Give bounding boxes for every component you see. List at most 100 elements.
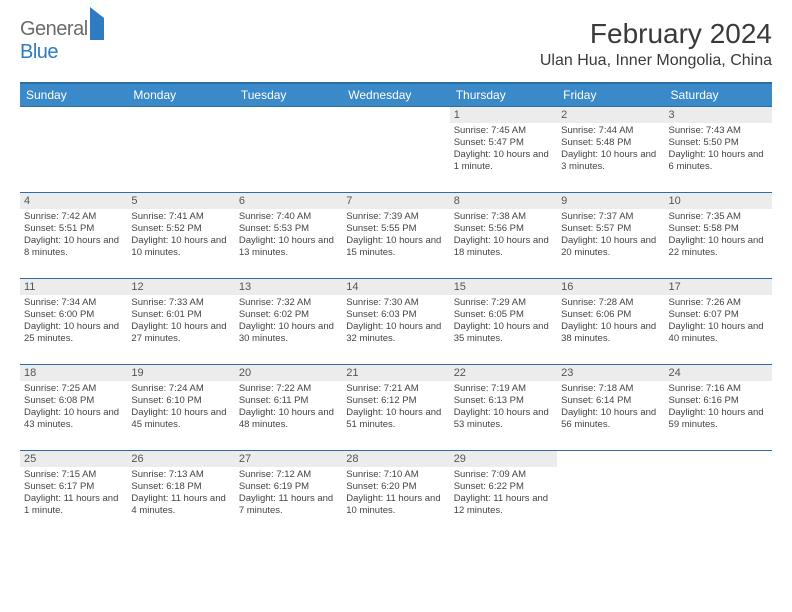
weekday-header: Wednesday <box>342 83 449 107</box>
daylight-text: Daylight: 10 hours and 18 minutes. <box>454 235 553 259</box>
sunset-text: Sunset: 6:05 PM <box>454 309 553 321</box>
day-number: 13 <box>235 279 342 295</box>
day-details: Sunrise: 7:26 AMSunset: 6:07 PMDaylight:… <box>665 295 772 349</box>
sunset-text: Sunset: 5:56 PM <box>454 223 553 235</box>
sunset-text: Sunset: 5:58 PM <box>669 223 768 235</box>
day-number: 15 <box>450 279 557 295</box>
sunrise-text: Sunrise: 7:39 AM <box>346 211 445 223</box>
sunrise-text: Sunrise: 7:16 AM <box>669 383 768 395</box>
sunset-text: Sunset: 6:13 PM <box>454 395 553 407</box>
day-number <box>665 451 772 467</box>
daylight-text: Daylight: 10 hours and 38 minutes. <box>561 321 660 345</box>
daylight-text: Daylight: 10 hours and 59 minutes. <box>669 407 768 431</box>
calendar-day-cell <box>235 107 342 193</box>
sunrise-text: Sunrise: 7:25 AM <box>24 383 123 395</box>
sunset-text: Sunset: 5:47 PM <box>454 137 553 149</box>
daylight-text: Daylight: 10 hours and 6 minutes. <box>669 149 768 173</box>
sunset-text: Sunset: 6:16 PM <box>669 395 768 407</box>
sunset-text: Sunset: 6:11 PM <box>239 395 338 407</box>
sunrise-text: Sunrise: 7:37 AM <box>561 211 660 223</box>
daylight-text: Daylight: 10 hours and 30 minutes. <box>239 321 338 345</box>
sunrise-text: Sunrise: 7:12 AM <box>239 469 338 481</box>
sunset-text: Sunset: 5:48 PM <box>561 137 660 149</box>
day-number: 10 <box>665 193 772 209</box>
day-number: 5 <box>127 193 234 209</box>
calendar-week-row: 25Sunrise: 7:15 AMSunset: 6:17 PMDayligh… <box>20 451 772 537</box>
calendar-day-cell <box>557 451 664 537</box>
calendar-day-cell: 11Sunrise: 7:34 AMSunset: 6:00 PMDayligh… <box>20 279 127 365</box>
calendar-day-cell: 9Sunrise: 7:37 AMSunset: 5:57 PMDaylight… <box>557 193 664 279</box>
day-number: 6 <box>235 193 342 209</box>
calendar-day-cell: 6Sunrise: 7:40 AMSunset: 5:53 PMDaylight… <box>235 193 342 279</box>
calendar-day-cell: 7Sunrise: 7:39 AMSunset: 5:55 PMDaylight… <box>342 193 449 279</box>
sunrise-text: Sunrise: 7:15 AM <box>24 469 123 481</box>
day-details: Sunrise: 7:34 AMSunset: 6:00 PMDaylight:… <box>20 295 127 349</box>
sunset-text: Sunset: 5:52 PM <box>131 223 230 235</box>
sunrise-text: Sunrise: 7:35 AM <box>669 211 768 223</box>
daylight-text: Daylight: 10 hours and 22 minutes. <box>669 235 768 259</box>
calendar-day-cell: 24Sunrise: 7:16 AMSunset: 6:16 PMDayligh… <box>665 365 772 451</box>
daylight-text: Daylight: 10 hours and 8 minutes. <box>24 235 123 259</box>
day-details: Sunrise: 7:16 AMSunset: 6:16 PMDaylight:… <box>665 381 772 435</box>
sunrise-text: Sunrise: 7:30 AM <box>346 297 445 309</box>
calendar-day-cell: 4Sunrise: 7:42 AMSunset: 5:51 PMDaylight… <box>20 193 127 279</box>
daylight-text: Daylight: 10 hours and 40 minutes. <box>669 321 768 345</box>
daylight-text: Daylight: 10 hours and 43 minutes. <box>24 407 123 431</box>
weekday-header: Thursday <box>450 83 557 107</box>
calendar-day-cell: 15Sunrise: 7:29 AMSunset: 6:05 PMDayligh… <box>450 279 557 365</box>
sunrise-text: Sunrise: 7:45 AM <box>454 125 553 137</box>
daylight-text: Daylight: 11 hours and 1 minute. <box>24 493 123 517</box>
day-number: 18 <box>20 365 127 381</box>
day-number: 23 <box>557 365 664 381</box>
sunrise-text: Sunrise: 7:24 AM <box>131 383 230 395</box>
day-details: Sunrise: 7:44 AMSunset: 5:48 PMDaylight:… <box>557 123 664 177</box>
daylight-text: Daylight: 10 hours and 51 minutes. <box>346 407 445 431</box>
day-details: Sunrise: 7:42 AMSunset: 5:51 PMDaylight:… <box>20 209 127 263</box>
calendar-day-cell: 29Sunrise: 7:09 AMSunset: 6:22 PMDayligh… <box>450 451 557 537</box>
weekday-header: Saturday <box>665 83 772 107</box>
day-details: Sunrise: 7:41 AMSunset: 5:52 PMDaylight:… <box>127 209 234 263</box>
sunset-text: Sunset: 5:57 PM <box>561 223 660 235</box>
sunrise-text: Sunrise: 7:10 AM <box>346 469 445 481</box>
sunset-text: Sunset: 6:01 PM <box>131 309 230 321</box>
sunset-text: Sunset: 5:50 PM <box>669 137 768 149</box>
day-number: 19 <box>127 365 234 381</box>
calendar-day-cell: 16Sunrise: 7:28 AMSunset: 6:06 PMDayligh… <box>557 279 664 365</box>
page-header: General Blue February 2024 Ulan Hua, Inn… <box>20 18 772 70</box>
sunrise-text: Sunrise: 7:22 AM <box>239 383 338 395</box>
daylight-text: Daylight: 11 hours and 7 minutes. <box>239 493 338 517</box>
day-details: Sunrise: 7:32 AMSunset: 6:02 PMDaylight:… <box>235 295 342 349</box>
calendar-day-cell: 2Sunrise: 7:44 AMSunset: 5:48 PMDaylight… <box>557 107 664 193</box>
day-number: 29 <box>450 451 557 467</box>
daylight-text: Daylight: 10 hours and 15 minutes. <box>346 235 445 259</box>
calendar-day-cell <box>665 451 772 537</box>
sunset-text: Sunset: 6:22 PM <box>454 481 553 493</box>
day-details: Sunrise: 7:24 AMSunset: 6:10 PMDaylight:… <box>127 381 234 435</box>
calendar-day-cell: 14Sunrise: 7:30 AMSunset: 6:03 PMDayligh… <box>342 279 449 365</box>
sunrise-text: Sunrise: 7:26 AM <box>669 297 768 309</box>
day-number: 7 <box>342 193 449 209</box>
daylight-text: Daylight: 11 hours and 10 minutes. <box>346 493 445 517</box>
day-number <box>235 107 342 123</box>
calendar-day-cell: 5Sunrise: 7:41 AMSunset: 5:52 PMDaylight… <box>127 193 234 279</box>
sunset-text: Sunset: 5:51 PM <box>24 223 123 235</box>
day-number <box>127 107 234 123</box>
calendar-day-cell: 26Sunrise: 7:13 AMSunset: 6:18 PMDayligh… <box>127 451 234 537</box>
sunrise-text: Sunrise: 7:33 AM <box>131 297 230 309</box>
sunrise-text: Sunrise: 7:28 AM <box>561 297 660 309</box>
day-details: Sunrise: 7:35 AMSunset: 5:58 PMDaylight:… <box>665 209 772 263</box>
sunrise-text: Sunrise: 7:21 AM <box>346 383 445 395</box>
day-number: 17 <box>665 279 772 295</box>
calendar-day-cell <box>342 107 449 193</box>
daylight-text: Daylight: 10 hours and 10 minutes. <box>131 235 230 259</box>
day-number <box>342 107 449 123</box>
location-text: Ulan Hua, Inner Mongolia, China <box>540 52 772 70</box>
day-number: 22 <box>450 365 557 381</box>
calendar-day-cell: 25Sunrise: 7:15 AMSunset: 6:17 PMDayligh… <box>20 451 127 537</box>
sunrise-text: Sunrise: 7:38 AM <box>454 211 553 223</box>
sunrise-text: Sunrise: 7:44 AM <box>561 125 660 137</box>
day-details: Sunrise: 7:10 AMSunset: 6:20 PMDaylight:… <box>342 467 449 521</box>
calendar-day-cell: 21Sunrise: 7:21 AMSunset: 6:12 PMDayligh… <box>342 365 449 451</box>
day-number: 1 <box>450 107 557 123</box>
calendar-day-cell: 23Sunrise: 7:18 AMSunset: 6:14 PMDayligh… <box>557 365 664 451</box>
